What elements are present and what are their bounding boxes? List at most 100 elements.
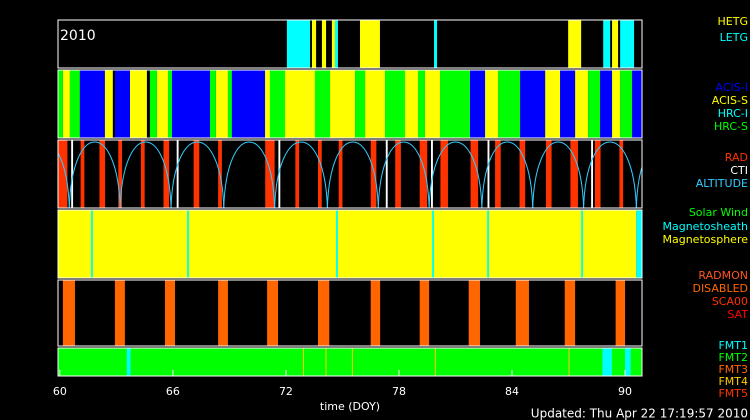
legend-entry: Magnetosphere xyxy=(663,233,749,246)
interval xyxy=(114,280,125,346)
interval xyxy=(612,70,621,138)
interval xyxy=(625,348,631,376)
interval xyxy=(210,70,216,138)
interval xyxy=(330,70,356,138)
legend-entry: ALTITUDE xyxy=(696,177,748,190)
panel-frame xyxy=(57,209,643,279)
legend-entry: FMT5 xyxy=(718,387,748,400)
interval xyxy=(325,348,327,376)
interval xyxy=(218,280,228,346)
legend-entry: SAT xyxy=(727,308,748,321)
x-axis-label: time (DOY) xyxy=(320,400,380,413)
panel-frame xyxy=(57,69,643,139)
panel-frame xyxy=(57,347,643,377)
legend-entry: Magnetosheath xyxy=(663,220,749,233)
altitude-arc xyxy=(532,141,585,208)
interval xyxy=(58,70,63,138)
altitude-arc xyxy=(119,141,172,208)
interval xyxy=(317,140,322,208)
interval xyxy=(440,140,448,208)
interval xyxy=(419,280,430,346)
interval xyxy=(470,70,486,138)
interval xyxy=(370,140,377,208)
interval xyxy=(359,20,380,68)
x-tick-label: 90 xyxy=(618,385,632,398)
legend-entry: HRC-S xyxy=(714,120,748,133)
interval xyxy=(311,20,317,68)
footer: Updated: Thu Apr 22 17:19:57 2010 xyxy=(531,407,748,420)
altitude-arc xyxy=(428,141,483,208)
altitude-arc xyxy=(58,152,70,208)
interval xyxy=(187,210,189,278)
interval xyxy=(129,70,147,138)
interval xyxy=(570,140,578,208)
panel-frame xyxy=(57,279,643,347)
interval xyxy=(395,140,401,208)
interval xyxy=(568,348,570,376)
interval xyxy=(495,140,501,208)
interval xyxy=(215,70,228,138)
interval xyxy=(62,70,70,138)
interval xyxy=(419,140,428,208)
interval xyxy=(140,140,145,208)
altitude-arc xyxy=(170,141,225,208)
x-tick-label: 72 xyxy=(279,385,293,398)
interval xyxy=(591,140,594,208)
interval xyxy=(405,70,419,138)
interval xyxy=(314,70,331,138)
interval xyxy=(424,70,441,138)
altitude-arc xyxy=(377,141,430,208)
legend-entry: FMT1 xyxy=(718,339,748,352)
legend-entry: LETG xyxy=(720,31,748,44)
interval xyxy=(126,348,131,376)
interval xyxy=(385,70,406,138)
x-tick-label: 84 xyxy=(505,385,519,398)
interval xyxy=(519,140,526,208)
interval xyxy=(286,20,311,68)
interval xyxy=(636,210,642,278)
interval xyxy=(168,70,172,138)
altitude-arc xyxy=(68,141,121,208)
interval xyxy=(336,210,338,278)
interval xyxy=(560,70,576,138)
interval xyxy=(498,70,521,138)
interval xyxy=(619,140,624,208)
interval xyxy=(620,70,633,138)
interval xyxy=(485,70,499,138)
panel-label: 2010 xyxy=(60,28,96,44)
interval xyxy=(603,20,611,68)
interval xyxy=(620,20,635,68)
altitude-arc xyxy=(326,141,379,208)
interval xyxy=(171,70,211,138)
interval xyxy=(575,70,589,138)
altitude-arc xyxy=(223,141,276,208)
x-tick-label: 78 xyxy=(392,385,406,398)
interval xyxy=(114,70,130,138)
altitude-arc xyxy=(274,141,328,208)
interval xyxy=(470,140,479,208)
interval xyxy=(58,210,637,278)
interval xyxy=(302,348,304,376)
interval xyxy=(370,280,381,346)
legend-entry: FMT4 xyxy=(718,375,748,388)
interval xyxy=(355,70,366,138)
interval xyxy=(79,70,105,138)
interval xyxy=(588,70,601,138)
interval xyxy=(338,140,343,208)
interval xyxy=(317,280,330,346)
legend-entry: SCA00 xyxy=(712,295,748,308)
interval xyxy=(269,70,286,138)
interval xyxy=(58,140,68,208)
interval xyxy=(90,210,93,278)
legend-entry: RADMON xyxy=(698,269,748,282)
x-tick-label: 60 xyxy=(53,385,67,398)
interval xyxy=(600,70,613,138)
legend-entry: ACIS-S xyxy=(712,94,748,107)
interval xyxy=(104,70,113,138)
panel-frame xyxy=(57,139,643,209)
interval xyxy=(487,210,490,278)
interval xyxy=(545,70,561,138)
interval xyxy=(431,140,433,208)
interval xyxy=(278,140,281,208)
interval xyxy=(69,70,80,138)
